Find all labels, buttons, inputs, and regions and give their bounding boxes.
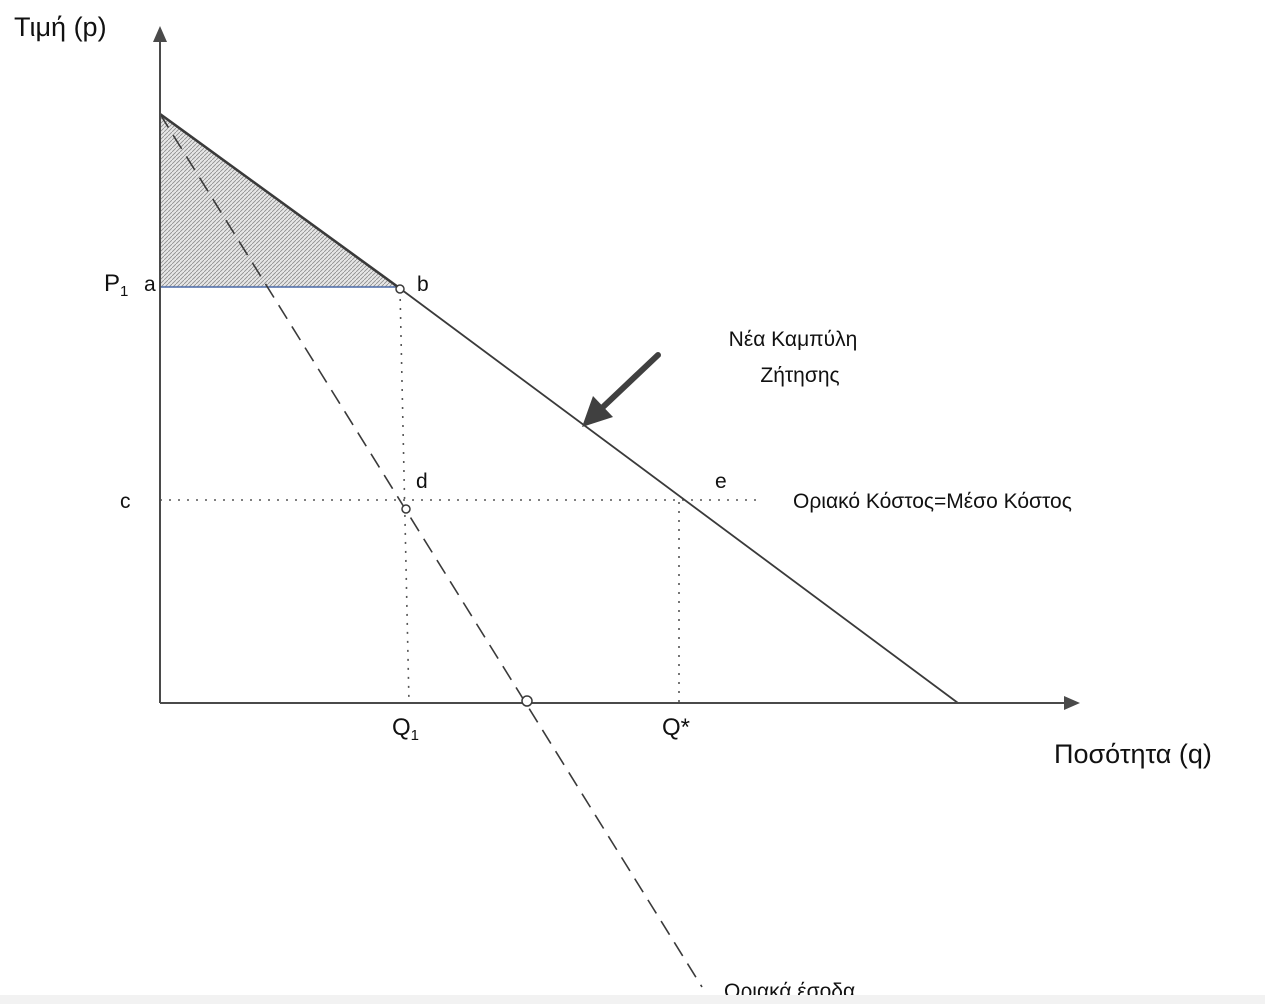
- price-p1-subscript: 1: [120, 283, 128, 300]
- point-b-label: b: [417, 273, 429, 296]
- price-p1-main: P: [104, 270, 120, 297]
- price-p1-label: P1: [104, 270, 128, 300]
- demand-curve-annotation-line2: Ζήτησης: [760, 364, 839, 387]
- demand-curve-upper: [159, 112, 399, 289]
- y-axis-title: Τιμή (p): [14, 12, 107, 42]
- demand-curve-lower: [397, 286, 959, 704]
- demand-curve-annotation-line1: Νέα Καμπύλη: [729, 328, 858, 351]
- bottom-strip: [0, 995, 1265, 1004]
- quantity-q1-subscript: 1: [411, 727, 419, 744]
- mr-zero-marker: [521, 695, 533, 707]
- point-a-label: a: [144, 273, 156, 296]
- point-d-marker: [401, 504, 411, 514]
- y-axis-arrowhead: [153, 26, 167, 42]
- point-b-marker: [395, 284, 405, 294]
- quantity-q1-main: Q: [392, 714, 411, 741]
- cost-annotation: Οριακό Κόστος=Μέσο Κόστος: [793, 490, 1072, 513]
- quantity-qstar-label: Q*: [662, 714, 690, 741]
- marginal-revenue-line: [159, 113, 703, 988]
- x-axis-arrowhead: [1064, 696, 1080, 710]
- quantity-q1-label: Q1: [392, 714, 419, 744]
- x-axis-title: Ποσότητα (q): [1054, 739, 1212, 769]
- price-c-label: c: [120, 490, 131, 513]
- point-d-label: d: [416, 470, 428, 493]
- demand-annotation-arrow-head: [582, 396, 613, 427]
- point-e-label: e: [715, 470, 727, 493]
- demand-annotation-arrow-shaft: [600, 352, 661, 410]
- q1-dotted-line: [399, 289, 410, 704]
